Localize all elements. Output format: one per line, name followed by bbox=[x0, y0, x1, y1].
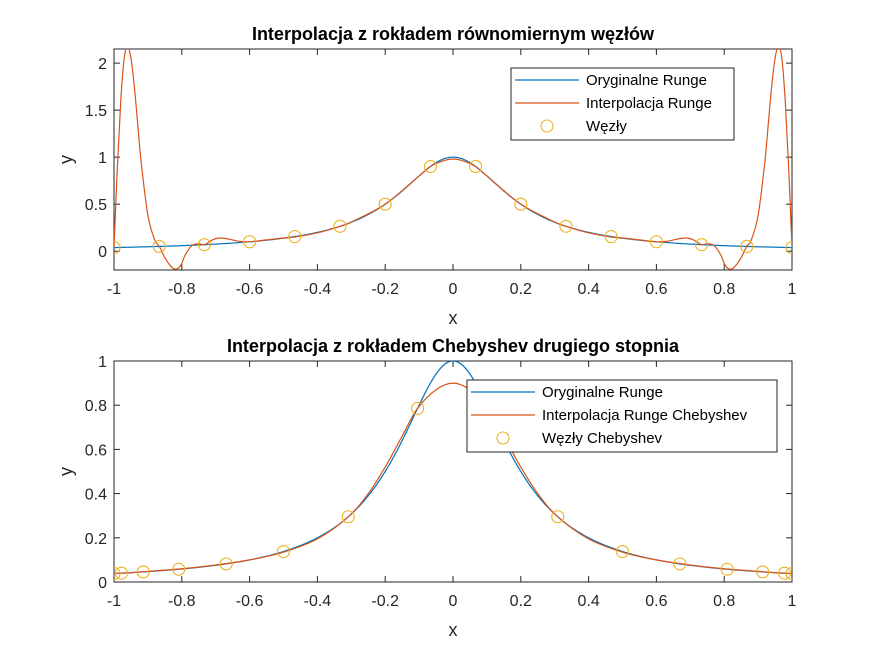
node-marker bbox=[114, 241, 121, 255]
y-tick-label: 0 bbox=[98, 244, 107, 261]
node-marker bbox=[720, 562, 734, 576]
y-tick-label: 1.5 bbox=[85, 103, 107, 120]
node-marker bbox=[341, 510, 355, 524]
node-marker bbox=[378, 197, 392, 211]
legend-entry-label: Oryginalne Runge bbox=[542, 384, 663, 401]
y-tick-label: 0.2 bbox=[85, 531, 107, 548]
node-marker bbox=[778, 566, 792, 580]
node-marker bbox=[615, 544, 630, 559]
x-tick-label: 0 bbox=[449, 593, 458, 610]
series-group bbox=[114, 49, 792, 270]
x-tick-label: 0.2 bbox=[510, 281, 532, 298]
y-tick-label: 0.6 bbox=[85, 442, 107, 459]
y-tick-label: 0.4 bbox=[85, 487, 107, 504]
x-tick-label: 0.8 bbox=[713, 593, 735, 610]
x-axis-label: x bbox=[449, 308, 458, 328]
node-marker bbox=[559, 219, 573, 233]
x-tick-label: -0.2 bbox=[371, 593, 399, 610]
legend-marker-swatch bbox=[540, 119, 554, 133]
node-marker bbox=[114, 566, 121, 581]
x-tick-label: 0.4 bbox=[577, 281, 599, 298]
x-tick-label: -0.2 bbox=[371, 281, 399, 298]
node-marker bbox=[695, 238, 709, 252]
legend: Oryginalne Runge Interpolacja Runge Węzły bbox=[510, 67, 735, 141]
x-axis-label: x bbox=[449, 620, 458, 640]
series-line-2 bbox=[114, 382, 792, 575]
chart-2: Interpolacja z rokładem Chebyshev drugie… bbox=[56, 336, 797, 640]
x-tick-label: -1 bbox=[107, 281, 121, 298]
node-marker bbox=[423, 160, 437, 174]
node-marker bbox=[785, 241, 792, 255]
x-tick-label: 0.2 bbox=[510, 593, 532, 610]
legend-entry-label: Interpolacja Runge Chebyshev bbox=[542, 407, 748, 424]
node-marker bbox=[673, 557, 687, 571]
legend-marker-swatch bbox=[496, 431, 510, 445]
y-axis-label: y bbox=[56, 467, 76, 476]
y-tick-label: 0 bbox=[98, 575, 107, 592]
legend: Oryginalne Runge Interpolacja Runge Cheby… bbox=[466, 379, 778, 453]
x-tick-label: -0.8 bbox=[168, 281, 196, 298]
series-line-1 bbox=[114, 156, 792, 249]
x-tick-label: -0.8 bbox=[168, 593, 196, 610]
node-marker bbox=[114, 566, 128, 580]
node-marker bbox=[219, 557, 233, 571]
chart-title: Interpolacja z rokładem równomiernym węz… bbox=[252, 24, 655, 44]
node-marker bbox=[649, 235, 663, 249]
node-marker bbox=[756, 565, 770, 579]
x-tick-label: 0.6 bbox=[645, 281, 667, 298]
y-tick-label: 1 bbox=[98, 354, 107, 371]
node-marker bbox=[551, 510, 565, 524]
node-marker bbox=[514, 197, 528, 211]
x-tick-label: 0.8 bbox=[713, 281, 735, 298]
x-tick-label: 1 bbox=[788, 281, 797, 298]
node-marker bbox=[172, 562, 186, 576]
node-marker bbox=[740, 239, 754, 253]
node-marker bbox=[276, 544, 291, 559]
x-tick-label: -0.6 bbox=[236, 593, 264, 610]
y-tick-label: 0.5 bbox=[85, 197, 107, 214]
node-marker bbox=[243, 235, 257, 249]
node-marker bbox=[288, 230, 302, 244]
y-tick-label: 2 bbox=[98, 56, 107, 73]
node-marker bbox=[152, 239, 166, 253]
x-tick-label: 0 bbox=[449, 281, 458, 298]
legend-entry-label: Węzły bbox=[586, 118, 627, 135]
legend-entry-label: Interpolacja Runge bbox=[586, 95, 712, 112]
series-line-2 bbox=[114, 49, 792, 270]
node-marker bbox=[469, 160, 483, 174]
y-axis-label: y bbox=[56, 155, 76, 164]
node-marker bbox=[333, 219, 347, 233]
x-tick-label: -0.4 bbox=[304, 281, 332, 298]
series-group bbox=[114, 361, 792, 581]
y-tick-label: 0.8 bbox=[85, 398, 107, 415]
x-tick-label: -0.4 bbox=[304, 593, 332, 610]
x-tick-label: 0.4 bbox=[577, 593, 599, 610]
node-marker bbox=[785, 566, 792, 581]
y-tick-label: 1 bbox=[98, 150, 107, 167]
chart-title: Interpolacja z rokładem Chebyshev drugie… bbox=[227, 336, 680, 356]
x-tick-label: -0.6 bbox=[236, 281, 264, 298]
node-marker bbox=[411, 401, 425, 415]
x-tick-label: 0.6 bbox=[645, 593, 667, 610]
x-tick-label: 1 bbox=[788, 593, 797, 610]
node-marker bbox=[604, 230, 618, 244]
node-marker bbox=[197, 238, 211, 252]
x-tick-label: -1 bbox=[107, 593, 121, 610]
legend-entry-label: Węzły Chebyshev bbox=[542, 430, 663, 447]
chart-1: Interpolacja z rokładem równomiernym węz… bbox=[56, 24, 797, 328]
legend-entry-label: Oryginalne Runge bbox=[586, 72, 707, 89]
node-marker bbox=[136, 565, 150, 579]
